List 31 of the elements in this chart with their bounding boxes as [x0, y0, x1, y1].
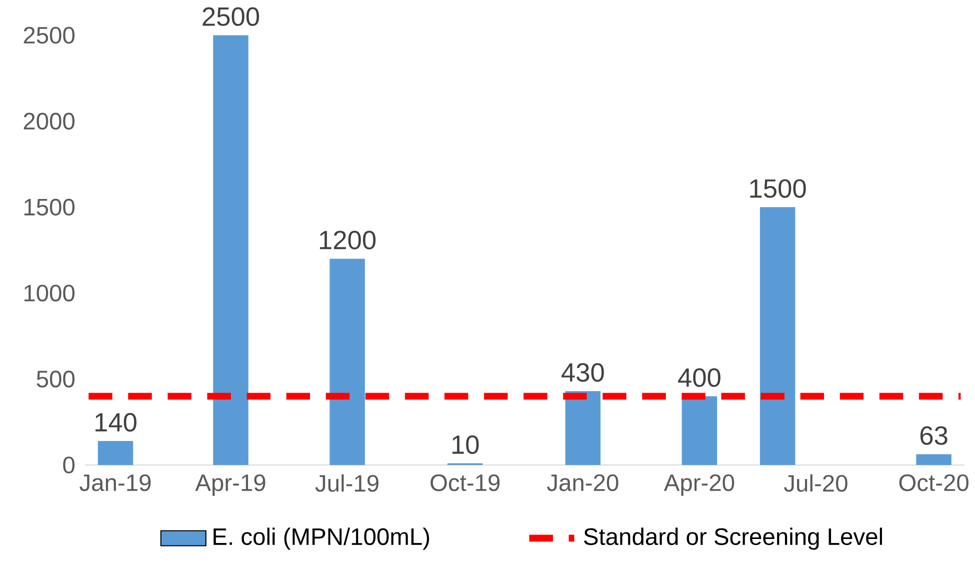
bar: [565, 391, 601, 466]
x-tick-label: Jan-20: [547, 474, 618, 492]
x-tick-label: Jul-20: [784, 474, 848, 492]
x-tick-label: Oct-19: [430, 474, 500, 492]
bar: [213, 35, 248, 466]
bar: [682, 396, 718, 466]
legend-label: Standard or Screening Level: [584, 528, 882, 550]
data-label: 430: [562, 363, 604, 382]
y-tick-label: 500: [36, 370, 75, 388]
y-tick-label: 1500: [24, 198, 75, 216]
x-tick-label: Oct-20: [899, 474, 968, 492]
y-tick-label: 2000: [24, 112, 75, 130]
x-tick-label: Jul-19: [315, 474, 378, 492]
bar: [760, 207, 796, 466]
bar: [98, 441, 134, 466]
x-tick-label: Jan-19: [80, 474, 151, 492]
legend-label: E. coli (MPN/100mL): [214, 528, 430, 550]
data-label: 2500: [202, 7, 260, 26]
y-tick-label: 2500: [24, 26, 75, 44]
x-tick-label: Apr-19: [195, 474, 266, 496]
data-label: 400: [678, 368, 720, 388]
y-tick-label: 1000: [24, 284, 75, 302]
data-label: 1200: [320, 230, 376, 250]
y-tick-label: 0: [63, 456, 75, 474]
data-label: 1500: [750, 179, 806, 198]
data-label: 63: [920, 426, 948, 445]
x-tick-label: Apr-20: [664, 474, 734, 496]
bar: [916, 454, 952, 466]
data-label: 10: [452, 435, 479, 454]
bar: [330, 258, 365, 466]
data-label: 140: [96, 413, 136, 432]
